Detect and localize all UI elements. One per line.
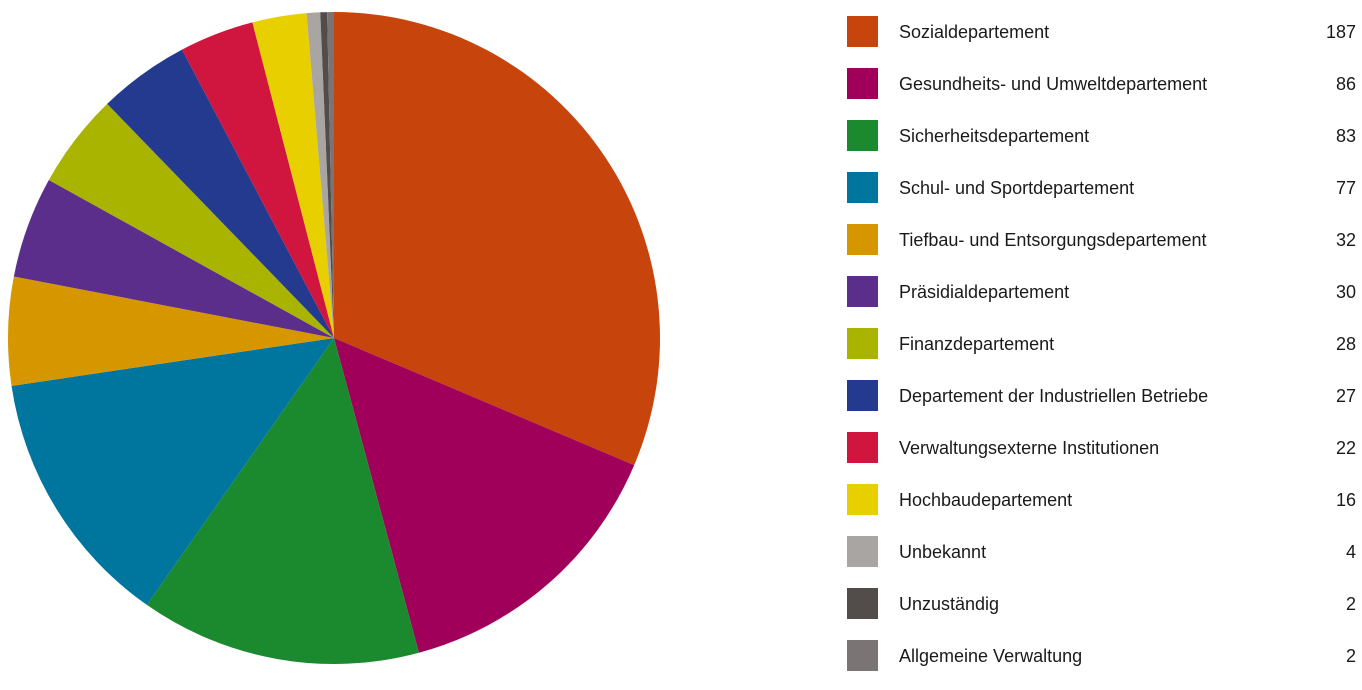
legend-swatch xyxy=(847,224,878,255)
legend-label: Unbekannt xyxy=(899,542,987,562)
legend-value: 2 xyxy=(1345,594,1356,614)
legend-item: Schul- und Sportdepartement 77 xyxy=(847,170,1362,222)
legend-value: 2 xyxy=(1345,646,1356,666)
legend-swatch xyxy=(847,380,878,411)
pie-slice-1 xyxy=(334,12,661,466)
legend-label: Sicherheitsdepartement xyxy=(899,126,1090,146)
legend-value: 22 xyxy=(1335,438,1356,458)
legend-item: Sozialdepartement 187 xyxy=(847,14,1362,66)
legend-label: Präsidialdepartement xyxy=(899,282,1070,302)
pie-slice-7 xyxy=(48,103,335,339)
legend-swatch xyxy=(847,588,878,619)
legend-value: 4 xyxy=(1345,542,1356,562)
legend-item: Verwaltungsexterne Institutionen 22 xyxy=(847,430,1362,482)
legend-swatch xyxy=(847,16,878,47)
pie-chart xyxy=(0,0,680,669)
pie-slice-3 xyxy=(146,338,419,664)
legend-value: 83 xyxy=(1335,126,1356,146)
pie-slice-9 xyxy=(182,22,334,338)
legend-value: 77 xyxy=(1335,178,1356,198)
legend-item: Gesundheits- und Umweltdepartement 86 xyxy=(847,66,1362,118)
legend-label: Finanzdepartement xyxy=(899,334,1055,354)
pie-slice-6 xyxy=(13,179,334,338)
legend-swatch xyxy=(847,172,878,203)
legend-value: 86 xyxy=(1335,74,1356,94)
legend-item: Unzuständig 2 xyxy=(847,586,1362,638)
legend-swatch xyxy=(847,484,878,515)
legend-swatch xyxy=(847,432,878,463)
legend-item: Sicherheitsdepartement 83 xyxy=(847,118,1362,170)
pie-slice-8 xyxy=(107,49,334,339)
legend-item: Finanzdepartement 28 xyxy=(847,326,1362,378)
legend-item: Allgemeine Verwaltung 2 xyxy=(847,638,1362,690)
pie-slice-2 xyxy=(334,338,635,653)
legend-label: Tiefbau- und Entsorgungsdepartement xyxy=(899,230,1207,250)
legend-item: Hochbaudepartement 16 xyxy=(847,482,1362,534)
legend-swatch xyxy=(847,328,878,359)
legend-value: 30 xyxy=(1335,282,1356,302)
legend-label: Hochbaudepartement xyxy=(899,490,1073,510)
legend-label: Departement der Industriellen Betriebe xyxy=(899,386,1209,406)
legend-label: Allgemeine Verwaltung xyxy=(899,646,1083,666)
legend-label: Sozialdepartement xyxy=(899,22,1050,42)
legend-item: Unbekannt 4 xyxy=(847,534,1362,586)
legend-value: 16 xyxy=(1335,490,1356,510)
legend-item: Tiefbau- und Entsorgungsdepartement 32 xyxy=(847,222,1362,274)
legend-label: Gesundheits- und Umweltdepartement xyxy=(899,74,1208,94)
legend-swatch xyxy=(847,640,878,671)
legend-swatch xyxy=(847,536,878,567)
legend-value: 28 xyxy=(1335,334,1356,354)
legend-label: Schul- und Sportdepartement xyxy=(899,178,1135,198)
legend-label: Verwaltungsexterne Institutionen xyxy=(899,438,1160,458)
legend-swatch xyxy=(847,120,878,151)
legend-value: 27 xyxy=(1335,386,1356,406)
legend-value: 32 xyxy=(1335,230,1356,250)
pie-chart-svg xyxy=(7,11,661,664)
chart-legend: Sozialdepartement 187 Gesundheits- und Umw… xyxy=(847,14,1362,690)
pie-slice-5 xyxy=(7,276,335,386)
pie-slice-10 xyxy=(252,13,334,338)
legend-swatch xyxy=(847,68,878,99)
pie-slice-11 xyxy=(306,12,334,338)
legend-item: Departement der Industriellen Betriebe 27 xyxy=(847,378,1362,430)
legend-value: 187 xyxy=(1325,22,1356,42)
legend-swatch xyxy=(847,276,878,307)
pie-slice-12 xyxy=(320,12,334,338)
legend-label: Unzuständig xyxy=(899,594,1000,614)
pie-slice-13 xyxy=(327,11,334,339)
pie-slice-4 xyxy=(11,338,334,605)
legend-item: Präsidialdepartement 30 xyxy=(847,274,1362,326)
